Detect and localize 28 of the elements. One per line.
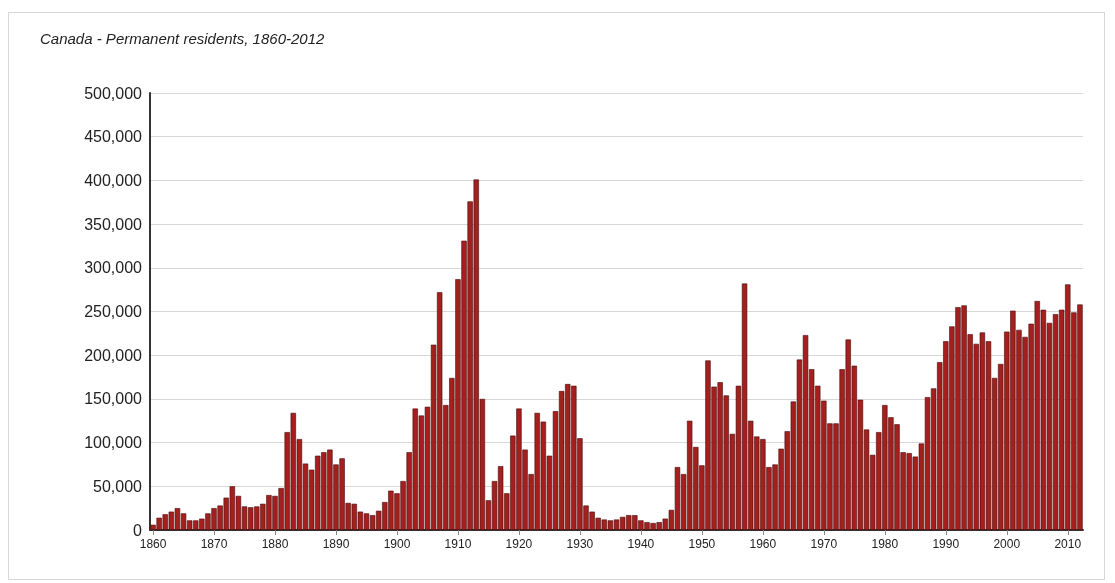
x-tick-label: 1900	[383, 537, 411, 551]
x-tick-label: 1980	[871, 537, 899, 551]
x-tick-label: 1880	[261, 537, 289, 551]
y-tick-label: 300,000	[84, 259, 143, 277]
x-tick-label: 1860	[139, 537, 167, 551]
y-tick-label: 100,000	[84, 434, 143, 452]
y-tick-label: 350,000	[84, 215, 143, 233]
y-tick-label: 450,000	[84, 128, 143, 146]
x-tick-label: 1920	[505, 537, 533, 551]
y-tick-label: 400,000	[84, 171, 143, 189]
x-tick-label: 1930	[566, 537, 594, 551]
y-tick-label: 50,000	[93, 477, 143, 495]
chart-title: Canada - Permanent residents, 1860-2012	[40, 30, 326, 47]
x-tick-label: 1890	[322, 537, 350, 551]
x-tick-label: 2000	[993, 537, 1021, 551]
y-tick-label: 200,000	[84, 346, 143, 364]
x-tick-label: 1970	[810, 537, 838, 551]
y-tick-label: 500,000	[84, 84, 143, 102]
y-tick-label: 150,000	[84, 390, 143, 408]
x-tick-label: 1870	[200, 537, 228, 551]
x-tick-label: 1940	[627, 537, 655, 551]
x-tick-label: 2010	[1054, 537, 1082, 551]
x-tick-label: 1950	[688, 537, 716, 551]
x-tick-label: 1990	[932, 537, 960, 551]
x-tick-label: 1910	[444, 537, 472, 551]
y-tick-label: 250,000	[84, 303, 143, 320]
x-tick-label: 1960	[749, 537, 777, 551]
y-tick-label: 0	[133, 521, 143, 539]
